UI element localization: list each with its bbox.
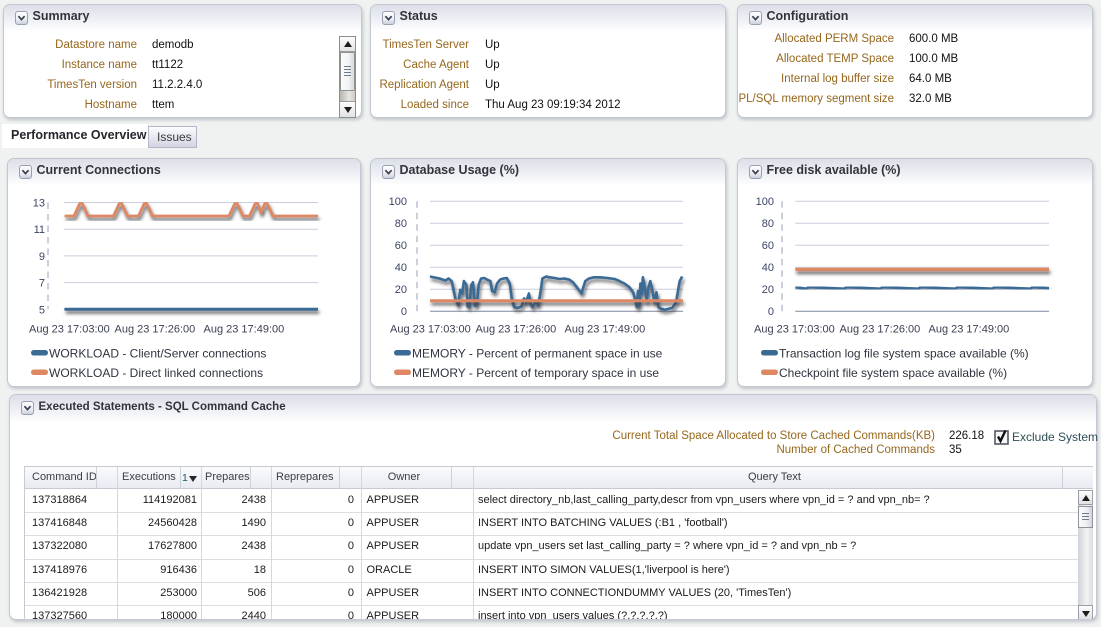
svg-text:Aug 23 17:03:00: Aug 23 17:03:00 bbox=[754, 324, 835, 336]
svg-text:Aug 23 17:49:00: Aug 23 17:49:00 bbox=[565, 324, 646, 336]
svg-text:0: 0 bbox=[768, 306, 774, 318]
svg-text:60: 60 bbox=[762, 240, 774, 252]
svg-text:80: 80 bbox=[395, 218, 407, 230]
svg-text:Aug 23 17:03:00: Aug 23 17:03:00 bbox=[29, 324, 110, 336]
svg-text:100: 100 bbox=[756, 196, 774, 208]
svg-text:Aug 23 17:03:00: Aug 23 17:03:00 bbox=[390, 324, 471, 336]
svg-text:Aug 23 17:49:00: Aug 23 17:49:00 bbox=[929, 324, 1010, 336]
svg-text:Aug 23 17:26:00: Aug 23 17:26:00 bbox=[115, 324, 196, 336]
svg-text:11: 11 bbox=[34, 224, 45, 236]
svg-text:Aug 23 17:26:00: Aug 23 17:26:00 bbox=[476, 324, 557, 336]
svg-text:0: 0 bbox=[401, 306, 407, 318]
svg-text:80: 80 bbox=[762, 218, 774, 230]
svg-text:60: 60 bbox=[395, 240, 407, 252]
svg-text:WORKLOAD - Client/Server conne: WORKLOAD - Client/Server connections bbox=[49, 347, 266, 361]
svg-text:Transaction log file system sp: Transaction log file system space availa… bbox=[779, 347, 1029, 361]
svg-text:20: 20 bbox=[395, 284, 407, 296]
svg-text:Aug 23 17:26:00: Aug 23 17:26:00 bbox=[840, 324, 921, 336]
svg-text:5: 5 bbox=[39, 304, 45, 316]
svg-text:Aug 23 17:49:00: Aug 23 17:49:00 bbox=[204, 324, 285, 336]
svg-text:MEMORY - Percent of temporary: MEMORY - Percent of temporary space in u… bbox=[412, 366, 659, 380]
svg-text:40: 40 bbox=[762, 262, 774, 274]
svg-text:9: 9 bbox=[39, 251, 45, 263]
svg-text:MEMORY - Percent of permanent: MEMORY - Percent of permanent space in u… bbox=[412, 347, 663, 361]
svg-text:20: 20 bbox=[762, 284, 774, 296]
svg-text:100: 100 bbox=[389, 196, 407, 208]
svg-text:40: 40 bbox=[395, 262, 407, 274]
svg-text:Checkpoint file system space a: Checkpoint file system space available (… bbox=[779, 366, 1007, 380]
svg-text:7: 7 bbox=[39, 278, 45, 290]
svg-text:WORKLOAD - Direct linked conne: WORKLOAD - Direct linked connections bbox=[49, 366, 263, 380]
svg-text:13: 13 bbox=[33, 198, 45, 210]
